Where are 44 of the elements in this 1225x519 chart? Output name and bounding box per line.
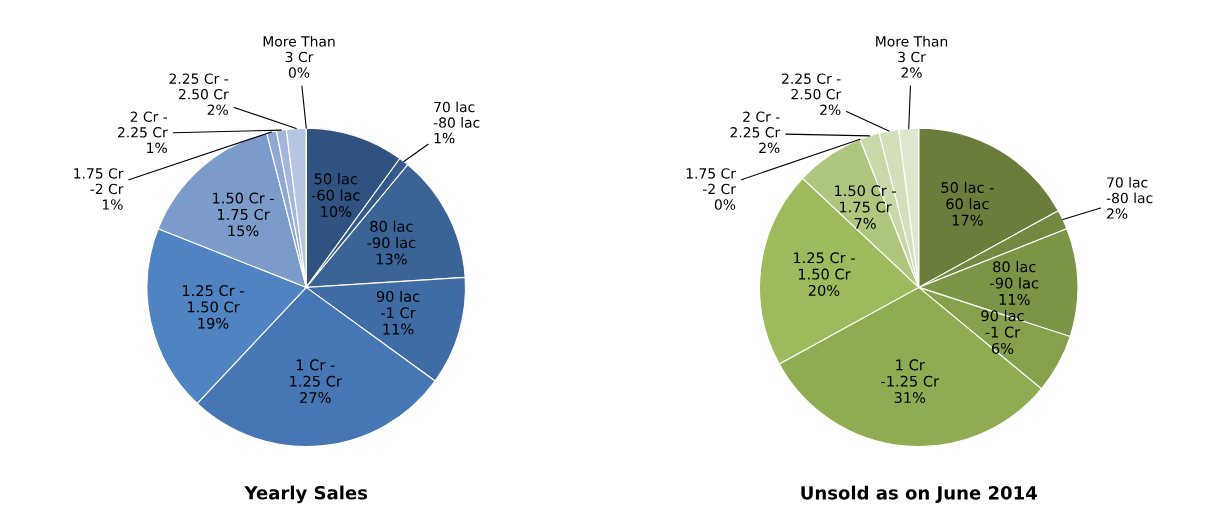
text: 0% (714, 199, 736, 210)
text: Yearly Sales (244, 485, 368, 504)
slice-label: More Than 3 Cr (876, 35, 948, 63)
data-label: 1% (147, 142, 167, 154)
data-label: 31% (894, 392, 926, 404)
data-label: 27% (300, 392, 331, 404)
slice-label: 1 Cr -1.25 Cr (881, 359, 940, 387)
data-label: 7% (854, 217, 876, 229)
slice-label: 80 lac -90 lac (990, 260, 1039, 289)
data-label: 13% (376, 253, 407, 265)
slice-label: 2 Cr - 2.25 Cr (117, 111, 168, 138)
slice-label: 1 Cr - 1.25 Cr (290, 359, 342, 387)
slice-label: 70 lac -80 lac (1106, 176, 1153, 204)
data-label: 2% (207, 104, 228, 115)
data-label: 19% (198, 317, 229, 329)
data-label: 2% (1107, 208, 1128, 219)
data-label: 2% (820, 104, 841, 115)
slice-label: 1.25 Cr - 1.50 Cr (183, 285, 244, 313)
data-label: 17% (952, 214, 983, 226)
slice-label: 1.25 Cr - 1.50 Cr (793, 252, 855, 280)
data-label: 1% (102, 199, 123, 210)
data-label: 11% (999, 293, 1030, 305)
slice-label: 2.25 Cr - 2.50 Cr (782, 73, 842, 100)
slice-label: 90 lac -1 Cr (376, 290, 420, 319)
slice-label: 1.75 Cr -2 Cr (74, 168, 124, 195)
data-label: 11% (383, 323, 414, 335)
slice-label: 1.50 Cr - 1.75 Cr (213, 192, 274, 220)
data-label: 20% (808, 284, 840, 296)
text: Unsold as on June 2014 (801, 485, 1037, 503)
slice-label: 50 lac - 60 lac (941, 181, 994, 210)
slice-label: 70 lac -80 lac (433, 101, 480, 128)
slice-label: 80 lac -90 lac (367, 220, 416, 249)
data-label: 2% (901, 67, 922, 78)
category-label: 1.75 Cr -2 Cr (686, 168, 736, 195)
slice-label: 2 Cr - 2.25 Cr (730, 111, 781, 138)
slice-label: 50 lac -60 lac (311, 173, 360, 201)
data-label: 2% (759, 142, 780, 154)
data-label: 15% (228, 225, 259, 237)
slice-label: 2.25 Cr - 2.50 Cr (169, 73, 229, 100)
data-label: 6% (991, 342, 1014, 354)
data-label: 10% (321, 206, 352, 218)
data-label: 1% (434, 132, 455, 144)
text: 0% (288, 67, 310, 78)
category-label: More Than 3 Cr (263, 35, 335, 63)
